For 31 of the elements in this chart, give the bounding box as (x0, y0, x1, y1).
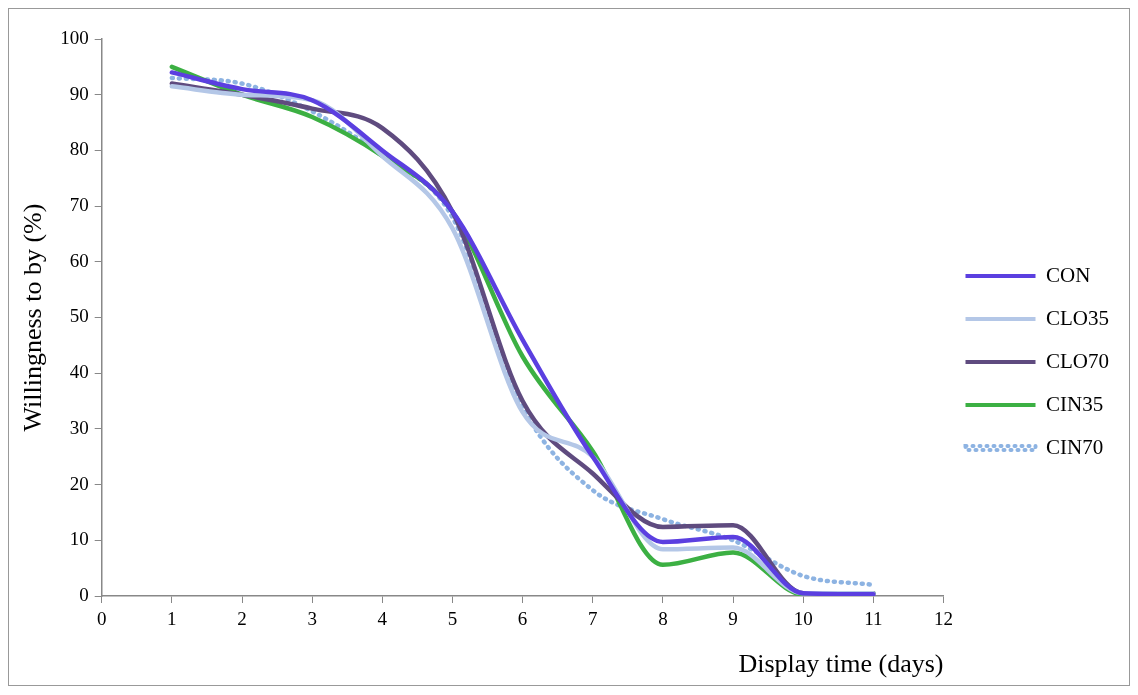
y-tick-label: 40 (69, 361, 89, 383)
y-tick-label: 50 (69, 305, 89, 327)
legend-label: CON (1046, 262, 1091, 287)
x-tick-label: 11 (864, 608, 883, 630)
y-tick-label: 90 (69, 82, 89, 104)
x-tick-label: 12 (934, 608, 953, 630)
legend-label: CIN70 (1046, 434, 1104, 459)
y-tick-label: 80 (69, 138, 89, 160)
y-axis-title: Willingness to by (%) (18, 203, 48, 432)
y-tick-label: 0 (79, 583, 89, 605)
x-tick-label: 6 (517, 608, 528, 630)
x-tick-label: 9 (728, 608, 738, 630)
x-tick-label: 8 (658, 608, 668, 630)
x-tick-label: 3 (307, 608, 317, 630)
x-tick-label: 5 (447, 608, 458, 630)
x-tick-label: 4 (377, 608, 388, 630)
legend-label: CLO35 (1046, 305, 1109, 330)
x-tick-label: 0 (96, 608, 107, 630)
y-tick-label: 20 (69, 472, 89, 494)
y-tick-label: 60 (69, 249, 89, 271)
y-tick-label: 10 (69, 528, 89, 550)
x-axis-title: Display time (days) (738, 649, 944, 679)
legend-label: CLO70 (1046, 348, 1109, 373)
y-tick-label: 70 (69, 194, 89, 216)
x-tick-label: 1 (167, 608, 177, 630)
y-tick-label: 30 (69, 416, 89, 438)
x-tick-label: 10 (793, 608, 813, 630)
legend-label: CIN35 (1046, 391, 1104, 416)
x-tick-label: 7 (588, 608, 598, 630)
y-tick-label: 100 (60, 26, 89, 48)
x-tick-label: 2 (237, 608, 247, 630)
